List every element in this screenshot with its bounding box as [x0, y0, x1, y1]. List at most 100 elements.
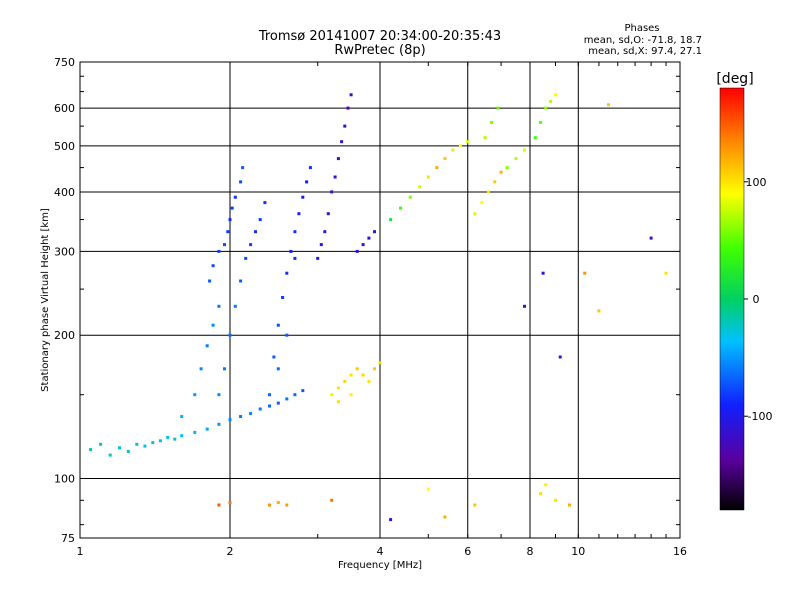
- data-point: [466, 140, 469, 143]
- data-point: [239, 280, 242, 283]
- data-point: [226, 230, 229, 233]
- data-point: [285, 504, 288, 507]
- data-point: [362, 374, 365, 377]
- data-point: [343, 125, 346, 128]
- data-point: [272, 356, 275, 359]
- data-point: [583, 272, 586, 275]
- y-tick-label: 75: [61, 532, 75, 545]
- data-point: [544, 483, 547, 486]
- data-point: [239, 180, 242, 183]
- data-point: [367, 380, 370, 383]
- data-point: [487, 190, 490, 193]
- data-point: [650, 237, 653, 240]
- data-point: [193, 431, 196, 434]
- data-point: [544, 107, 547, 110]
- data-point: [206, 344, 209, 347]
- data-point: [173, 438, 176, 441]
- data-point: [277, 324, 280, 327]
- data-point: [473, 504, 476, 507]
- data-point: [523, 305, 526, 308]
- data-point: [217, 305, 220, 308]
- data-point: [316, 257, 319, 260]
- data-point: [249, 412, 252, 415]
- data-point: [254, 230, 257, 233]
- data-point: [500, 171, 503, 174]
- data-point: [418, 185, 421, 188]
- data-point: [356, 367, 359, 370]
- data-point: [399, 207, 402, 210]
- phase-stats-o: mean, sd,O: -71.8, 18.7: [584, 35, 702, 46]
- colorbar: [720, 88, 744, 510]
- data-point: [285, 334, 288, 337]
- data-point: [285, 272, 288, 275]
- x-tick-label: 1: [77, 545, 84, 558]
- data-points: [89, 93, 667, 521]
- data-point: [206, 428, 209, 431]
- data-point: [159, 439, 162, 442]
- data-point: [427, 488, 430, 491]
- colorbar-label: [deg]: [716, 71, 753, 87]
- data-point: [239, 415, 242, 418]
- data-point: [212, 324, 215, 327]
- data-point: [484, 136, 487, 139]
- data-point: [327, 212, 330, 215]
- x-axis-ticks: 1 2 4 6 8 10 16: [77, 62, 688, 558]
- data-point: [389, 518, 392, 521]
- data-point: [241, 166, 244, 169]
- ionogram-chart: Tromsø 20141007 20:34:00-20:35:43 RwPret…: [0, 0, 800, 600]
- data-point: [493, 180, 496, 183]
- phase-stats-title: Phases: [624, 23, 659, 34]
- data-point: [217, 504, 220, 507]
- data-point: [244, 257, 247, 260]
- data-point: [281, 296, 284, 299]
- data-point: [268, 405, 271, 408]
- data-point: [151, 441, 154, 444]
- data-point: [293, 257, 296, 260]
- data-point: [193, 393, 196, 396]
- y-tick-label: 100: [54, 473, 75, 486]
- data-point: [208, 280, 211, 283]
- data-point: [542, 272, 545, 275]
- x-tick-label: 4: [377, 545, 384, 558]
- data-point: [127, 450, 130, 453]
- x-tick-label: 2: [227, 545, 234, 558]
- data-point: [285, 397, 288, 400]
- data-point: [549, 100, 552, 103]
- data-point: [229, 501, 232, 504]
- data-point: [337, 400, 340, 403]
- data-point: [180, 434, 183, 437]
- y-tick-label: 300: [54, 245, 75, 258]
- data-point: [223, 243, 226, 246]
- data-point: [607, 103, 610, 106]
- data-point: [320, 243, 323, 246]
- data-point: [534, 136, 537, 139]
- data-point: [109, 454, 112, 457]
- data-point: [497, 107, 500, 110]
- data-point: [180, 415, 183, 418]
- data-point: [229, 218, 232, 221]
- chart-subtitle: RwPretec (8p): [334, 43, 425, 58]
- data-point: [330, 393, 333, 396]
- data-point: [259, 408, 262, 411]
- y-tick-label: 400: [54, 186, 75, 199]
- data-point: [118, 446, 121, 449]
- data-point: [259, 218, 262, 221]
- data-point: [234, 196, 237, 199]
- data-point: [217, 250, 220, 253]
- data-point: [200, 367, 203, 370]
- data-point: [277, 501, 280, 504]
- data-point: [340, 140, 343, 143]
- data-point: [223, 367, 226, 370]
- data-point: [435, 166, 438, 169]
- data-point: [217, 393, 220, 396]
- data-point: [443, 157, 446, 160]
- data-point: [330, 190, 333, 193]
- x-axis-label: Frequency [MHz]: [338, 560, 422, 571]
- data-point: [234, 305, 237, 308]
- data-point: [389, 218, 392, 221]
- data-point: [356, 250, 359, 253]
- data-point: [249, 243, 252, 246]
- y-tick-label: 500: [54, 140, 75, 153]
- data-point: [506, 166, 509, 169]
- data-point: [554, 93, 557, 96]
